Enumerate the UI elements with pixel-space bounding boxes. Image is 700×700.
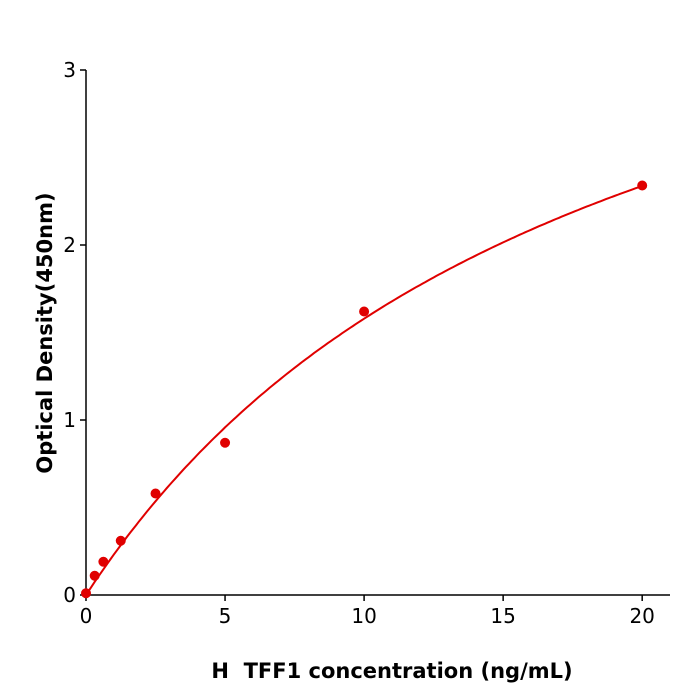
y-axis-label: Optical Density(450nm) [33,192,57,473]
x-tick-label: 15 [490,604,515,628]
data-point [637,180,648,191]
data-point [89,570,100,581]
data-point [98,556,109,567]
x-axis-label: H TFF1 concentration (ng/mL) [211,659,572,683]
data-point [220,437,231,448]
x-tick-label: 20 [629,604,654,628]
y-tick-label: 3 [63,58,76,82]
axes: 0 5 10 15 20 0 1 2 3 [63,58,670,628]
fit-curve [85,184,643,596]
data-point [359,306,370,317]
data-point [81,588,91,599]
data-point [150,488,161,499]
x-tick-label: 5 [219,604,232,628]
x-tick-label: 0 [80,604,93,628]
data-point [115,535,126,546]
data-points [81,180,648,599]
y-tick-label: 0 [63,583,76,607]
x-tick-label: 10 [351,604,376,628]
y-tick-label: 2 [63,233,76,257]
y-tick-label: 1 [63,408,76,432]
